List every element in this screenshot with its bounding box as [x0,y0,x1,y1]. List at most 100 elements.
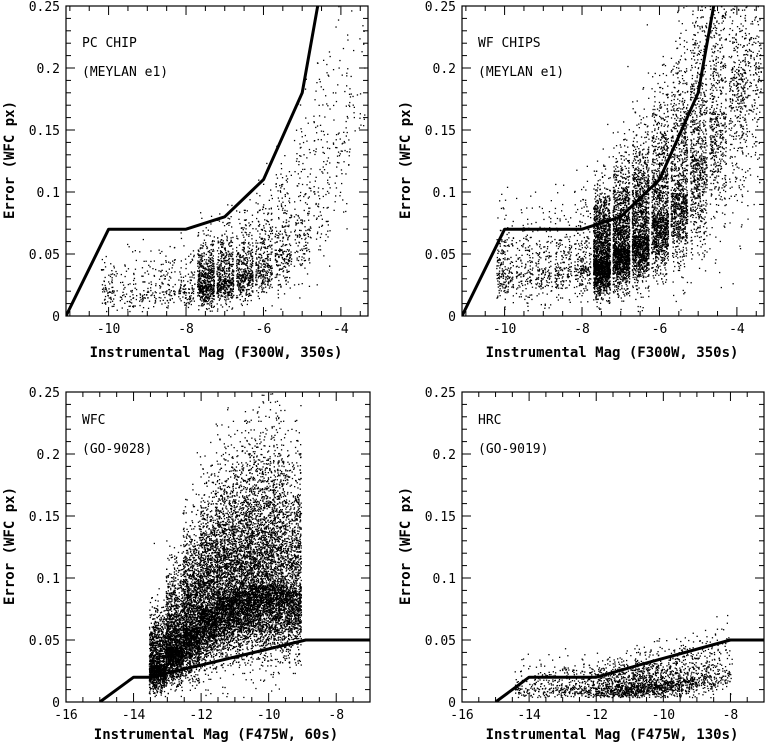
data-point [258,261,260,263]
data-point [116,309,118,311]
data-point [244,224,247,226]
data-point [217,275,219,278]
data-point [251,275,253,277]
data-point [216,273,218,275]
data-point [531,269,533,271]
data-point [504,278,507,280]
data-point [246,257,248,259]
data-point [131,289,133,292]
data-point [561,287,563,290]
data-point [271,305,273,307]
data-point [283,266,285,268]
data-point [262,238,264,240]
data-point [501,268,503,270]
data-point [229,292,231,294]
data-point [260,249,262,251]
data-point [271,248,273,250]
data-point [577,260,579,263]
data-point [329,230,331,232]
data-point [300,219,302,221]
data-point [550,275,552,277]
data-point [201,265,203,268]
data-point [582,276,584,279]
data-point [502,261,504,263]
data-point [538,270,540,272]
data-point [530,195,532,197]
data-point [579,283,581,285]
data-point [340,150,342,152]
data-point [497,252,499,254]
data-point [142,307,145,309]
data-point [597,214,599,217]
data-point [148,291,150,293]
data-point [555,245,558,247]
data-point [300,191,302,194]
data-point [506,250,509,252]
data-point [349,101,351,104]
data-point [180,276,182,278]
data-point [584,278,586,280]
data-point [159,285,161,287]
data-point [585,285,587,287]
data-point [526,234,528,236]
data-point [298,283,300,286]
data-point [257,295,259,297]
data-point [231,283,233,285]
data-point [288,243,291,245]
data-point [198,278,200,280]
data-point [150,281,152,283]
data-point [211,245,214,247]
data-point [326,160,328,162]
data-point [512,276,514,278]
data-point [247,243,250,245]
data-point [206,276,208,278]
data-point [594,184,596,187]
data-point [247,253,250,255]
data-point [522,246,524,248]
data-point [219,273,221,276]
data-point [201,260,203,262]
data-point [580,242,582,244]
plot-frame [65,5,369,317]
data-point [560,281,562,283]
data-point [264,219,266,221]
data-point [575,248,577,250]
data-point [544,303,546,305]
data-point [262,274,265,276]
data-point [152,268,154,270]
data-point [204,300,206,303]
data-point [317,191,319,193]
data-point [206,265,209,267]
data-point [229,289,231,291]
data-point [213,285,215,287]
data-point [604,209,606,211]
data-point [160,286,162,288]
data-point [333,4,334,5]
data-point [500,285,502,287]
data-point [319,211,321,213]
data-point [212,260,214,262]
data-point [588,279,590,281]
data-point [257,230,259,232]
data-point [305,117,307,119]
data-point [228,306,230,308]
data-point [238,218,240,220]
data-point [328,192,330,194]
data-point [302,162,304,165]
data-point [597,227,599,229]
data-point [309,187,312,190]
data-point [201,253,203,255]
data-point [247,278,249,280]
data-point [184,275,187,277]
data-point [347,39,349,41]
data-point [112,273,114,275]
data-point [608,244,610,246]
data-point [267,246,269,248]
data-point [210,289,212,291]
data-point [303,220,306,222]
data-point [281,226,284,228]
data-point [307,233,309,236]
data-point [601,256,603,258]
data-point [231,307,234,309]
data-point [236,260,238,262]
